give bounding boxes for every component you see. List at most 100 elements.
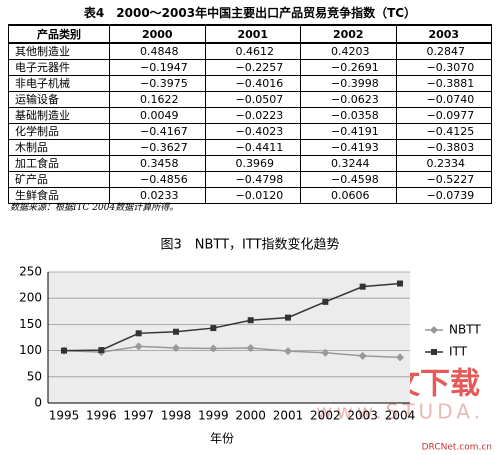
header-cell: 2000 [109, 24, 206, 44]
table-cell: −0.3881 [395, 75, 492, 92]
table-cell: −0.0623 [300, 91, 397, 108]
data-point [135, 330, 142, 337]
x-tick-label: 2004 [385, 409, 416, 423]
table-cell: −0.3627 [109, 139, 206, 156]
table-cell: −0.3070 [395, 59, 492, 76]
y-tick-label: 250 [19, 265, 42, 279]
table-cell: 0.4203 [300, 42, 397, 60]
table-cell: 0.2334 [395, 155, 492, 172]
table-cell: −0.4167 [109, 123, 206, 140]
x-tick-label: 1998 [161, 409, 192, 423]
legend-label: ITT [449, 345, 468, 359]
data-point [210, 325, 217, 332]
legend-label: NBTT [449, 323, 481, 337]
table-cell: 矿产品 [8, 171, 110, 188]
table-cell: −0.2691 [300, 59, 397, 76]
data-point [285, 314, 291, 321]
watermark-site: DRCNet.com.cn [422, 443, 492, 453]
table-cell: −0.2257 [204, 59, 301, 76]
table-cell: 基础制造业 [8, 107, 110, 124]
table-cell: 0.4848 [109, 42, 206, 60]
data-point [396, 353, 404, 362]
table-cell: −0.3803 [395, 139, 492, 156]
table-row: 非电子机械 −0.3975 −0.4016 −0.3998 −0.3881 [8, 75, 492, 92]
x-tick-label: 1999 [198, 409, 229, 423]
data-point [61, 347, 67, 354]
header-cell: 2002 [300, 24, 397, 44]
table-cell: −0.4023 [204, 123, 301, 140]
table-row: 生鲜食品 0.0233 −0.0120 0.0606 −0.0739 [8, 187, 492, 204]
table-cell: −0.4193 [300, 139, 397, 156]
table-cell: −0.0120 [204, 187, 301, 204]
table-cell: 电子元器件 [8, 59, 110, 76]
table-cell: −0.0358 [300, 107, 397, 124]
table-cell: −0.0739 [395, 187, 492, 204]
table-cell: 0.1622 [109, 91, 206, 108]
y-tick-label: 0 [34, 396, 42, 410]
plot-area [48, 272, 410, 403]
table-cell: 生鲜食品 [8, 187, 110, 204]
chart: 图3 NBTT，ITT指数变化趋势 年份 中国论文下载 www.STUDA. D… [19, 237, 492, 453]
x-axis-title: 年份 [210, 432, 234, 446]
data-point [321, 348, 330, 357]
table-cell: −0.4798 [204, 171, 301, 188]
table-cell: −0.0977 [395, 107, 492, 124]
data-table: 产品类别 2000 2001 2002 2003 其他制造业 0.4848 0.4612 0.4… [8, 24, 492, 204]
table-cell: 0.0049 [109, 107, 206, 124]
table-cell: −0.1947 [109, 59, 206, 76]
series-line [63, 282, 401, 352]
x-tick-label: 2001 [273, 409, 304, 423]
table-cell: −0.0740 [395, 91, 492, 108]
x-tick-label: 1996 [86, 409, 117, 423]
x-tick-label: 1995 [49, 409, 80, 423]
table-row: 加工食品 0.3458 0.3969 0.3244 0.2334 [8, 155, 492, 172]
y-tick-label: 100 [19, 343, 42, 357]
y-tick-label: 150 [19, 317, 42, 331]
data-point [173, 328, 179, 335]
table-cell: 非电子机械 [8, 75, 110, 92]
table-row: 矿产品 −0.4856 −0.4798 −0.4598 −0.5227 [8, 171, 492, 188]
table-cell: 0.3969 [204, 155, 301, 172]
header-cell: 产品类别 [8, 24, 110, 44]
table-cell: 木制品 [8, 139, 110, 156]
table-cell: −0.4016 [204, 75, 301, 92]
data-point [322, 298, 329, 305]
table-cell: −0.4598 [300, 171, 397, 188]
data-point [247, 317, 254, 324]
header-cell: 2001 [204, 24, 301, 44]
data-point [284, 347, 292, 356]
data-point [359, 283, 366, 290]
table-cell: 运输设备 [8, 91, 110, 108]
x-tick-label: 2000 [235, 409, 266, 423]
x-tick-label: 2003 [347, 409, 378, 423]
table-title: 表4 2000～2003年中国主要出口产品贸易竞争指数（TC） [83, 6, 417, 20]
table-row: 其他制造业 0.4848 0.4612 0.4203 0.2847 [8, 42, 492, 60]
data-point [172, 343, 180, 352]
x-tick-label: 1997 [123, 409, 154, 423]
data-point [134, 342, 143, 351]
data-point [246, 343, 255, 352]
table-cell: −0.3998 [300, 75, 397, 92]
table-cell: −0.4191 [300, 123, 397, 140]
table-cell: 0.4612 [204, 42, 301, 60]
table-cell: 其他制造业 [8, 42, 110, 60]
table-cell: −0.4411 [204, 139, 301, 156]
x-tick-label: 2002 [310, 409, 341, 423]
table-cell: 0.3458 [109, 155, 206, 172]
table-cell: −0.3975 [109, 75, 206, 92]
legend-marker [431, 349, 437, 355]
table-row: 化学制品 −0.4167 −0.4023 −0.4191 −0.4125 [8, 123, 492, 140]
header-cell: 2003 [395, 24, 492, 44]
series-line [63, 345, 401, 359]
chart-title: 图3 NBTT，ITT指数变化趋势 [160, 237, 339, 253]
table-cell: 0.2847 [395, 42, 492, 60]
table-cell: 加工食品 [8, 155, 110, 172]
source-note: 数据来源：根据ITC 2004数据计算所得。 [10, 203, 179, 213]
data-point [397, 280, 403, 287]
table-row: 运输设备 0.1622 −0.0507 −0.0623 −0.0740 [8, 91, 492, 108]
table-cell: −0.5227 [395, 171, 492, 188]
y-tick-label: 50 [27, 369, 42, 383]
legend-marker [430, 326, 438, 334]
data-point [358, 351, 367, 360]
